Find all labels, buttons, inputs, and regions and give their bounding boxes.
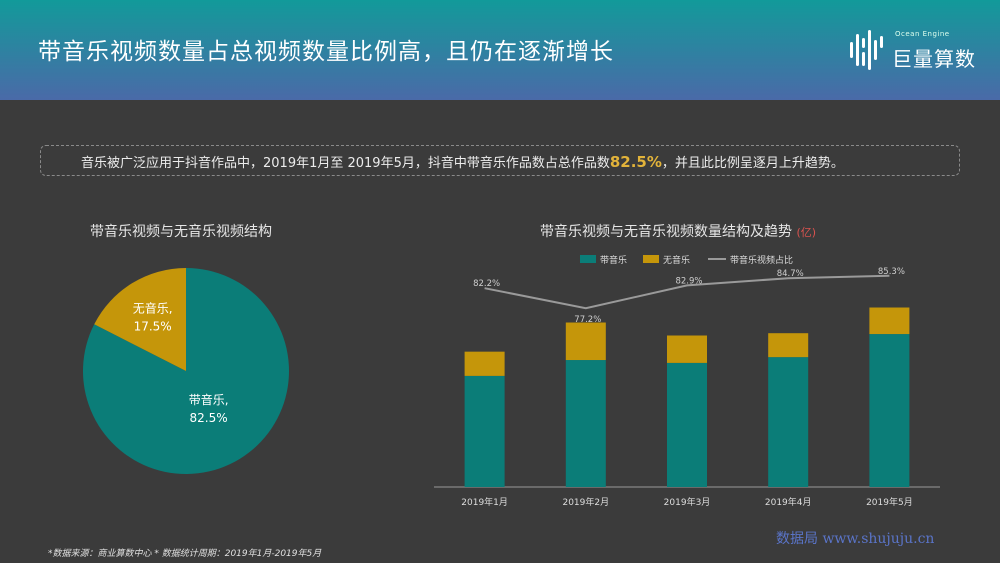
legend-label: 无音乐 <box>663 254 690 266</box>
legend-swatch <box>643 255 659 263</box>
bar-chart-unit: (亿) <box>796 226 817 239</box>
pie-value-label: 17.5% <box>134 320 172 334</box>
summary-before: 音乐被广泛应用于抖音作品中，2019年1月至 2019年5月，抖音中带音乐作品数… <box>81 156 610 171</box>
bar-no-music <box>768 333 809 358</box>
footnote: *数据来源：商业算数中心 * 数据统计周期：2019年1月-2019年5月 <box>48 549 322 559</box>
pie-slice-no-music <box>94 268 186 371</box>
x-tick-label: 2019年1月 <box>461 496 508 508</box>
bar-no-music <box>869 307 910 335</box>
pie-chart-title: 带音乐视频与无音乐视频结构 <box>90 224 272 240</box>
logo-text: 巨量算数 <box>892 47 976 71</box>
bar-music <box>464 375 505 487</box>
legend-label: 带音乐视频占比 <box>730 254 793 266</box>
pie-label: 无音乐, <box>133 301 173 316</box>
pie-chart: 带音乐, 82.5% 无音乐, 17.5% <box>82 268 289 474</box>
bar-no-music <box>565 322 606 361</box>
bar-chart: 带音乐 无音乐 带音乐视频占比 2019年1月 2019年2月 2019年3月 2019年4… <box>434 254 940 508</box>
bar-chart-title-text: 带音乐视频与无音乐视频数量结构及趋势 <box>540 224 792 240</box>
ratio-line <box>484 274 890 310</box>
ratio-label: 85.3% <box>878 267 905 277</box>
x-tick-label: 2019年2月 <box>562 496 609 508</box>
page-title: 带音乐视频数量占总视频数量比例高，且仍在逐渐增长 <box>38 39 614 65</box>
bar-no-music <box>667 335 707 363</box>
x-tick-label: 2019年5月 <box>866 496 913 508</box>
ratio-label: 84.7% <box>777 269 804 279</box>
pie-value-label: 82.5% <box>190 411 228 425</box>
bar-music <box>869 334 910 487</box>
ratio-label: 82.9% <box>675 276 702 286</box>
bar-music <box>667 362 707 487</box>
bar-chart-title: 带音乐视频与无音乐视频数量结构及趋势 (亿) <box>540 221 816 241</box>
logo-subtitle: Ocean Engine <box>895 30 950 38</box>
logo-icon <box>850 30 883 70</box>
summary-text: 音乐被广泛应用于抖音作品中，2019年1月至 2019年5月，抖音中带音乐作品数… <box>81 152 844 171</box>
watermark: 数据局 www.shujuju.cn <box>776 531 935 547</box>
x-tick-label: 2019年3月 <box>664 496 711 508</box>
legend-swatch <box>580 255 596 263</box>
pie-label: 带音乐, <box>189 392 229 407</box>
summary-after: ，并且此比例呈逐月上升趋势。 <box>661 156 844 171</box>
pie-slice-music <box>82 268 289 474</box>
bar-no-music <box>464 351 505 376</box>
summary-highlight: 82.5% <box>609 153 662 171</box>
ratio-label: 77.2% <box>574 315 601 325</box>
x-tick-label: 2019年4月 <box>765 496 812 508</box>
header-banner: 带音乐视频数量占总视频数量比例高，且仍在逐渐增长 Ocean Engine 巨量… <box>0 0 1000 100</box>
bar-music <box>565 360 606 487</box>
summary-box: 音乐被广泛应用于抖音作品中，2019年1月至 2019年5月，抖音中带音乐作品数… <box>40 145 960 176</box>
bar-music <box>768 357 809 487</box>
ratio-label: 82.2% <box>473 279 500 289</box>
legend-label: 带音乐 <box>600 254 627 266</box>
